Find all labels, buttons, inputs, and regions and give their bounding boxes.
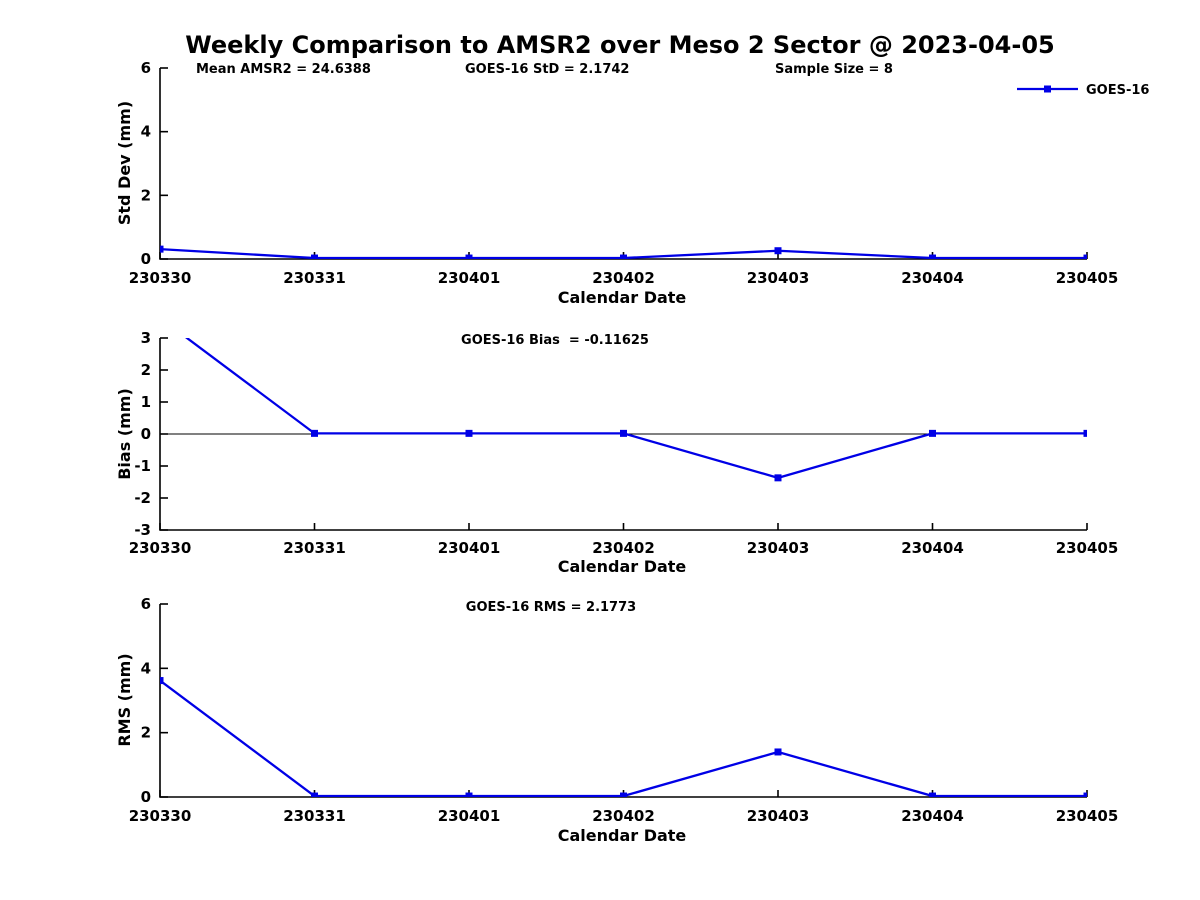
x-tick-label: 230404 — [901, 539, 964, 557]
data-point-marker — [311, 429, 318, 437]
y-tick-label: 0 — [141, 250, 151, 268]
data-point-marker — [1083, 254, 1087, 259]
data-point-marker — [774, 474, 782, 482]
y-tick-label: 4 — [141, 659, 151, 677]
y-tick-label: 2 — [141, 724, 151, 742]
subplot-title-rms: GOES-16 RMS = 2.1773 — [466, 600, 636, 615]
data-point-marker — [465, 429, 473, 437]
y-tick-label: -3 — [134, 521, 151, 539]
data-point-marker — [929, 254, 936, 259]
subplot-title-bias: GOES-16 Bias = -0.11625 — [461, 333, 649, 348]
data-point-marker — [1083, 792, 1087, 797]
data-series — [160, 677, 1087, 797]
x-tick-label: 230330 — [129, 807, 192, 825]
data-point-marker — [620, 254, 627, 259]
subplot-std-dev: Std Dev (mm) Calendar Date 0 2 4 6 230330 230… — [115, 59, 1118, 307]
y-tick-label: 1 — [141, 393, 151, 411]
x-tick-label: 230401 — [438, 269, 501, 287]
x-tick-label: 230405 — [1056, 269, 1119, 287]
x-tick-label: 230404 — [901, 269, 964, 287]
x-tick-label: 230331 — [283, 807, 346, 825]
y-tick-label: 6 — [141, 595, 151, 613]
x-tick-label: 230403 — [747, 807, 810, 825]
chart-title: Weekly Comparison to AMSR2 over Meso 2 S… — [185, 31, 1054, 59]
y-axis-label-std-dev: Std Dev (mm) — [115, 101, 134, 225]
y-axis-label-bias: Bias (mm) — [115, 388, 134, 480]
x-tick-label: 230330 — [129, 539, 192, 557]
legend-square-marker-icon — [1044, 85, 1051, 93]
data-point-marker — [774, 247, 782, 255]
data-series — [185, 338, 1087, 482]
y-tick-label: -2 — [134, 489, 151, 507]
y-tick-label: 0 — [141, 425, 151, 443]
y-tick-label: 0 — [141, 788, 151, 806]
data-point-marker — [620, 792, 627, 797]
x-tick-label: 230330 — [129, 269, 192, 287]
x-tick-label: 230404 — [901, 807, 964, 825]
legend: GOES-16 — [1017, 83, 1149, 98]
y-axis-label-rms: RMS (mm) — [115, 653, 134, 746]
x-axis-label-calendar-date: Calendar Date — [558, 557, 687, 576]
y-tick-label: 6 — [141, 59, 151, 77]
data-point-marker — [465, 254, 473, 259]
y-tick-label: 2 — [141, 361, 151, 379]
stat-goes16-std: GOES-16 StD = 2.1742 — [465, 62, 629, 77]
data-point-marker — [465, 792, 473, 797]
data-point-marker — [1083, 429, 1087, 437]
y-tick-label: 4 — [141, 123, 151, 141]
x-tick-label: 230331 — [283, 269, 346, 287]
data-point-marker — [929, 429, 936, 437]
data-point-marker — [929, 792, 936, 797]
data-point-marker — [620, 429, 627, 437]
subplot-rms: GOES-16 RMS = 2.1773 RMS (mm) Calendar D… — [115, 595, 1118, 845]
data-point-marker — [311, 792, 318, 797]
x-tick-label: 230401 — [438, 807, 501, 825]
y-tick-label: 3 — [141, 329, 151, 347]
x-tick-label: 230402 — [592, 807, 655, 825]
y-tick-label: 2 — [141, 186, 151, 204]
x-tick-label: 230402 — [592, 269, 655, 287]
data-point-marker — [774, 748, 782, 756]
data-point-marker — [160, 677, 164, 685]
x-tick-label: 230401 — [438, 539, 501, 557]
x-tick-label: 230403 — [747, 269, 810, 287]
x-tick-label: 230405 — [1056, 807, 1119, 825]
x-axis-label-calendar-date: Calendar Date — [558, 288, 687, 307]
data-series — [160, 245, 1087, 259]
subplot-bias: GOES-16 Bias = -0.11625 Bias (mm) Calend… — [115, 329, 1119, 576]
x-tick-label: 230331 — [283, 539, 346, 557]
x-axis-label-calendar-date: Calendar Date — [558, 826, 687, 845]
x-tick-label: 230405 — [1056, 539, 1119, 557]
data-point-marker — [160, 245, 164, 253]
x-tick-label: 230403 — [747, 539, 810, 557]
stat-mean-amsr2: Mean AMSR2 = 24.6388 — [196, 62, 371, 77]
data-point-marker — [311, 254, 318, 259]
legend-label: GOES-16 — [1086, 83, 1149, 98]
y-tick-label: -1 — [134, 457, 151, 475]
x-tick-label: 230402 — [592, 539, 655, 557]
stat-sample-size: Sample Size = 8 — [775, 62, 893, 77]
